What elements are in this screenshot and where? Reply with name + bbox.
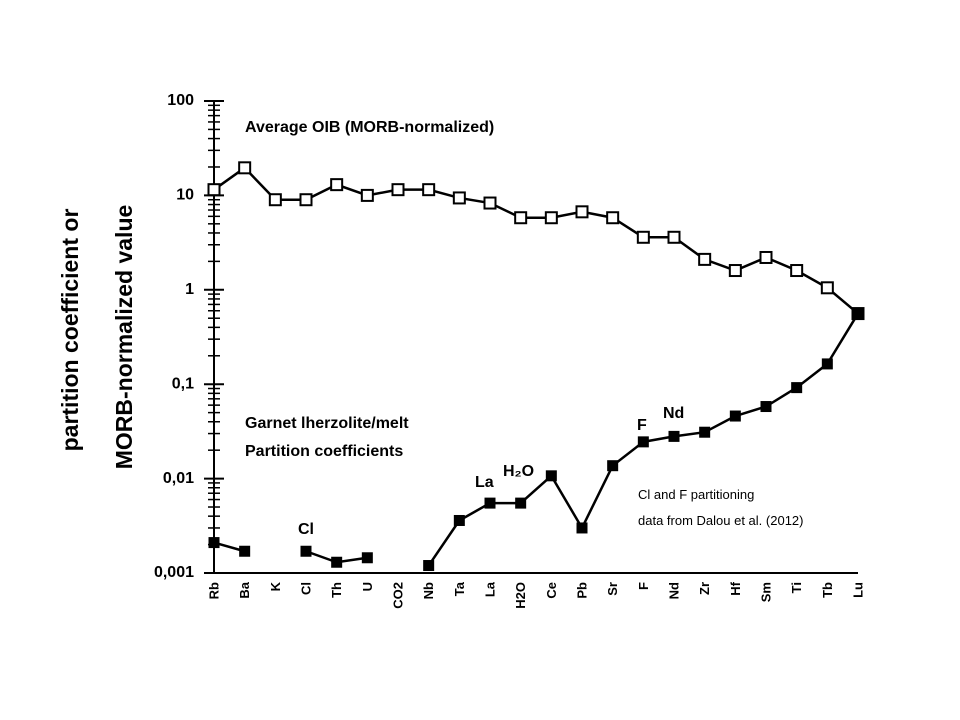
marker: [453, 514, 465, 526]
x-tick-label: Rb: [206, 582, 221, 599]
marker: [699, 426, 711, 438]
x-tick-label: Sr: [605, 582, 620, 596]
x-tick-label: Tb: [820, 582, 835, 598]
marker: [484, 497, 496, 509]
marker: [852, 308, 864, 320]
marker: [452, 191, 466, 205]
marker: [698, 252, 712, 266]
x-tick-label: Ti: [789, 582, 804, 593]
marker: [422, 183, 436, 197]
y-tick-label: 1: [185, 281, 194, 298]
x-tick-label: F: [636, 582, 651, 590]
marker: [790, 264, 804, 278]
y-axis-label: partition coefficient or: [57, 209, 83, 452]
marker: [208, 537, 220, 549]
marker: [729, 410, 741, 422]
annotation: F: [637, 417, 647, 434]
x-tick-label: Ba: [237, 581, 252, 598]
x-tick-label: Hf: [728, 581, 743, 595]
marker: [791, 382, 803, 394]
marker: [300, 545, 312, 557]
marker: [575, 205, 589, 219]
x-tick-label: CO2: [390, 582, 405, 609]
y-tick-label: 0,01: [163, 470, 194, 487]
marker: [606, 211, 620, 225]
marker: [667, 230, 681, 244]
annotation: Cl: [298, 521, 314, 538]
marker: [391, 183, 405, 197]
y-tick-label: 10: [176, 187, 194, 204]
x-tick-label: Pb: [574, 582, 589, 599]
annotation: H₂O: [503, 463, 534, 480]
x-tick-label: Zr: [697, 582, 712, 595]
marker: [576, 522, 588, 534]
marker: [515, 497, 527, 509]
marker: [483, 196, 497, 210]
marker: [544, 211, 558, 225]
marker: [239, 545, 251, 557]
marker: [545, 470, 557, 482]
marker: [238, 161, 252, 175]
y-tick-label: 0,001: [154, 564, 194, 581]
annotation: Garnet lherzolite/melt: [245, 415, 409, 432]
x-tick-label: K: [268, 581, 283, 591]
annotation: Partition coefficients: [245, 443, 403, 460]
x-tick-label: Cl: [298, 582, 313, 595]
x-tick-label: La: [482, 581, 497, 597]
marker: [268, 193, 282, 207]
series-line: [213, 166, 859, 315]
y-tick-label: 0,1: [172, 375, 194, 392]
marker: [821, 358, 833, 370]
marker: [514, 211, 528, 225]
x-tick-label: Nd: [666, 582, 681, 599]
marker: [360, 188, 374, 202]
marker: [668, 430, 680, 442]
y-axis-label: MORB-normalized value: [111, 205, 137, 470]
marker: [607, 460, 619, 472]
y-tick-label: 100: [167, 92, 194, 109]
x-tick-label: Ce: [544, 582, 559, 599]
marker: [423, 560, 435, 572]
marker: [361, 552, 373, 564]
marker: [728, 264, 742, 278]
annotation: data from Dalou et al. (2012): [638, 513, 803, 528]
marker: [759, 250, 773, 264]
annotation: Cl and F partitioning: [638, 487, 754, 502]
marker: [299, 193, 313, 207]
marker: [636, 230, 650, 244]
x-tick-label: Sm: [758, 582, 773, 602]
annotation: La: [475, 474, 494, 491]
annotation: Nd: [663, 405, 684, 422]
marker: [760, 401, 772, 413]
x-tick-label: Ta: [452, 581, 467, 596]
x-tick-label: Lu: [850, 582, 865, 598]
x-tick-label: Th: [329, 582, 344, 598]
x-tick-label: Nb: [421, 582, 436, 599]
marker: [820, 281, 834, 295]
x-tick-label: H2O: [513, 582, 528, 609]
x-tick-label: U: [360, 582, 375, 591]
annotation: Average OIB (MORB-normalized): [245, 119, 494, 136]
marker: [330, 178, 344, 192]
marker: [331, 556, 343, 568]
marker: [637, 436, 649, 448]
marker: [207, 183, 221, 197]
